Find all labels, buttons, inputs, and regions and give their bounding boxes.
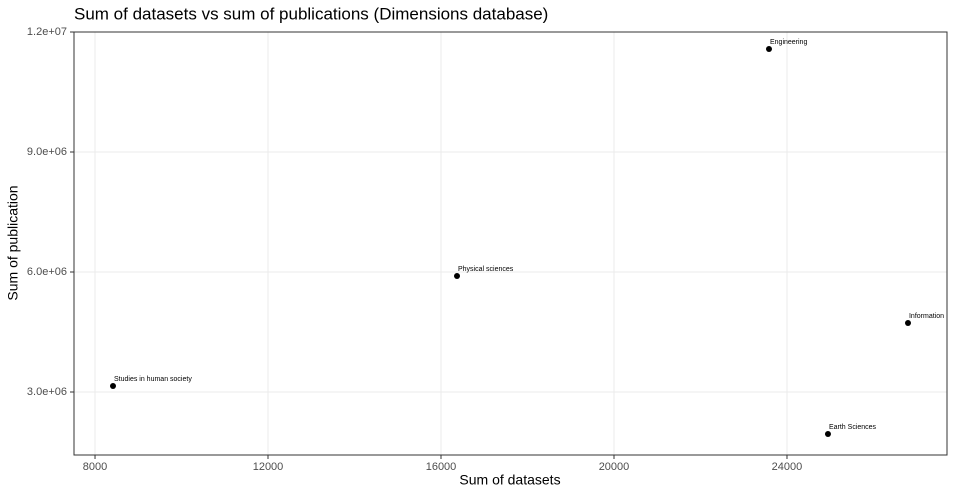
y-tick-label: 6.0e+06 <box>27 266 67 278</box>
point <box>110 383 117 389</box>
point <box>904 320 911 326</box>
chart-title: Sum of datasets vs sum of publications (… <box>74 4 548 23</box>
plot-border <box>73 31 948 456</box>
point-label: Earth Sciences <box>829 424 877 431</box>
point <box>765 46 772 52</box>
point-label: Studies in human society <box>114 376 192 383</box>
x-tick-label: 12000 <box>253 461 284 473</box>
y-tick-label: 3.0e+06 <box>27 386 67 398</box>
point <box>824 431 831 437</box>
y-axis-title: Sum of publication <box>5 185 21 300</box>
point <box>454 273 461 279</box>
x-tick-label: 8000 <box>83 461 107 473</box>
point-label: Engineering <box>770 39 807 46</box>
point-label: Physical sciences <box>458 266 514 273</box>
y-tick-label: 1.2e+07 <box>27 26 67 38</box>
x-tick-label: 16000 <box>426 461 457 473</box>
x-tick-label: 24000 <box>772 461 803 473</box>
x-axis-title: Sum of datasets <box>459 472 560 488</box>
x-tick-label: 20000 <box>599 461 630 473</box>
y-tick-label: 9.0e+06 <box>27 146 67 158</box>
point-label: Information <box>909 313 944 320</box>
